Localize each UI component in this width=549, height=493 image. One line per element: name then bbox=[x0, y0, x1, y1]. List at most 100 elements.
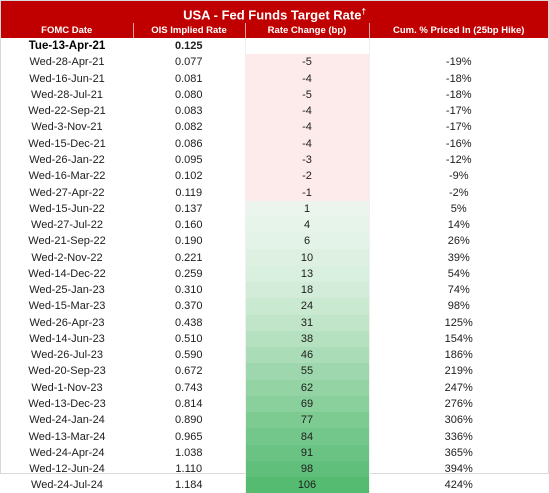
cum-priced-cell: -2% bbox=[448, 186, 469, 199]
rate-change-cell: -5 bbox=[244, 86, 370, 104]
rate-change-cell: 13 bbox=[244, 265, 370, 282]
cum-priced-cell: -18% bbox=[445, 72, 472, 85]
table-row: Wed-27-Apr-22 0.119 -1 -2% bbox=[1, 184, 548, 201]
rate-change-cell: -5 bbox=[244, 54, 370, 71]
table-row: Wed-16-Jun-21 0.081 -4 -18% bbox=[1, 70, 548, 87]
ois-rate-cell: 1.184 bbox=[174, 479, 203, 492]
table-row: Wed-2-Nov-22 0.221 10 39% bbox=[1, 249, 548, 266]
cum-priced-cell: 247% bbox=[444, 381, 473, 394]
ois-rate-cell: 0.438 bbox=[174, 316, 203, 329]
table-row: Wed-26-Jan-22 0.095 -3 -12% bbox=[1, 151, 548, 169]
rate-change-cell: -4 bbox=[244, 103, 370, 120]
fomc-date-cell: Wed-27-Apr-22 bbox=[29, 186, 105, 199]
table-row: Wed-24-Jul-24 1.184 106 424% bbox=[1, 477, 548, 493]
cum-priced-cell: -17% bbox=[445, 121, 472, 134]
rate-change-cell: -4 bbox=[244, 70, 370, 87]
ois-rate-cell: 0.890 bbox=[174, 414, 203, 427]
cum-priced-cell: 424% bbox=[444, 479, 473, 492]
fomc-date-cell: Wed-20-Sep-23 bbox=[28, 365, 106, 378]
table-row: Wed-21-Sep-22 0.190 6 26% bbox=[1, 233, 548, 250]
rate-change-cell: 91 bbox=[244, 444, 370, 461]
rate-change-cell: 31 bbox=[244, 314, 370, 331]
cum-priced-cell: 306% bbox=[444, 414, 473, 427]
rate-change-cell: 77 bbox=[244, 412, 370, 429]
rate-change-cell: -4 bbox=[244, 135, 370, 152]
ois-rate-cell: 0.137 bbox=[174, 202, 203, 215]
rate-change-cell: 24 bbox=[244, 298, 370, 315]
table-title-text: USA - Fed Funds Target Rate bbox=[183, 7, 362, 23]
fomc-date-cell: Wed-26-Apr-23 bbox=[29, 316, 105, 329]
ois-rate-cell: 0.095 bbox=[174, 153, 203, 166]
rate-change-cell: 69 bbox=[244, 395, 370, 413]
table-row: Wed-25-Jan-23 0.310 18 74% bbox=[1, 281, 548, 299]
cum-priced-cell: 14% bbox=[447, 219, 470, 232]
table-row: Wed-15-Dec-21 0.086 -4 -16% bbox=[1, 135, 548, 152]
fomc-date-cell: Wed-26-Jan-22 bbox=[29, 153, 105, 166]
table-row: Wed-15-Mar-23 0.370 24 98% bbox=[1, 298, 548, 315]
cum-priced-cell: 394% bbox=[444, 463, 473, 476]
table-row: Wed-27-Jul-22 0.160 4 14% bbox=[1, 216, 548, 234]
ois-rate-cell: 0.081 bbox=[174, 72, 203, 85]
header-ois-rate: OIS Implied Rate bbox=[133, 23, 246, 38]
rate-change-cell: 62 bbox=[244, 379, 370, 396]
cum-priced-cell: -9% bbox=[448, 170, 469, 183]
fomc-date-cell: Wed-12-Jun-24 bbox=[29, 463, 105, 476]
fomc-date-cell: Wed-27-Jul-22 bbox=[31, 219, 103, 232]
ois-rate-cell: 0.259 bbox=[174, 267, 203, 280]
table-title: USA - Fed Funds Target Rate† bbox=[1, 1, 548, 23]
ois-rate-cell: 0.672 bbox=[174, 365, 203, 378]
ois-rate-cell: 0.077 bbox=[174, 56, 203, 69]
rate-change-cell: -4 bbox=[244, 119, 370, 136]
cum-priced-cell: 54% bbox=[447, 267, 470, 280]
cum-priced-cell: 26% bbox=[447, 235, 470, 248]
fomc-date-cell: Tue-13-Apr-21 bbox=[28, 40, 106, 53]
rate-change-cell: 98 bbox=[244, 460, 370, 478]
table-row: Wed-24-Apr-24 1.038 91 365% bbox=[1, 444, 548, 461]
table-row: Wed-15-Jun-22 0.137 1 5% bbox=[1, 200, 548, 217]
header-row: FOMC Date OIS Implied Rate Rate Change (… bbox=[1, 23, 548, 38]
table-row: Tue-13-Apr-21 0.125 bbox=[1, 38, 548, 55]
table-row: Wed-3-Nov-21 0.082 -4 -17% bbox=[1, 119, 548, 136]
ois-rate-cell: 1.110 bbox=[175, 463, 203, 476]
fomc-date-cell: Wed-15-Mar-23 bbox=[28, 300, 106, 313]
table-row: Wed-13-Mar-24 0.965 84 336% bbox=[1, 428, 548, 445]
cum-priced-cell: 5% bbox=[450, 202, 467, 215]
ois-rate-cell: 0.125 bbox=[174, 40, 203, 53]
fomc-rate-table: FOMC Date OIS Implied Rate Rate Change (… bbox=[1, 23, 548, 493]
header-fomc-date: FOMC Date bbox=[1, 23, 134, 38]
ois-rate-cell: 0.743 bbox=[174, 381, 203, 394]
fomc-date-cell: Wed-28-Jul-21 bbox=[31, 88, 103, 101]
fomc-date-cell: Wed-22-Sep-21 bbox=[28, 105, 106, 118]
table-row: Wed-26-Apr-23 0.438 31 125% bbox=[1, 314, 548, 331]
header-rate-change: Rate Change (bp) bbox=[245, 23, 370, 38]
cum-priced-cell: 186% bbox=[444, 349, 473, 362]
fomc-date-cell: Wed-1-Nov-23 bbox=[31, 381, 103, 394]
ois-rate-cell: 0.965 bbox=[174, 430, 203, 443]
table-row: Wed-20-Sep-23 0.672 55 219% bbox=[1, 363, 548, 380]
table-row: Wed-26-Jul-23 0.590 46 186% bbox=[1, 347, 548, 364]
table-header: FOMC Date OIS Implied Rate Rate Change (… bbox=[1, 23, 548, 38]
ois-rate-cell: 0.590 bbox=[174, 349, 203, 362]
ois-rate-cell: 1.038 bbox=[174, 446, 203, 459]
ois-rate-cell: 0.119 bbox=[175, 186, 203, 199]
cum-priced-cell: 98% bbox=[447, 300, 470, 313]
ois-rate-cell: 0.190 bbox=[174, 235, 203, 248]
fomc-date-cell: Wed-2-Nov-22 bbox=[31, 251, 103, 264]
rate-change-cell: 38 bbox=[244, 330, 370, 348]
rate-change-cell: 46 bbox=[244, 347, 370, 364]
cum-priced-cell: 276% bbox=[444, 397, 473, 410]
cum-priced-cell bbox=[369, 38, 548, 54]
ois-rate-cell: 0.310 bbox=[174, 284, 203, 297]
table-row: Wed-1-Nov-23 0.743 62 247% bbox=[1, 379, 548, 396]
table-row: Wed-16-Mar-22 0.102 -2 -9% bbox=[1, 168, 548, 185]
table-row: Wed-14-Dec-22 0.259 13 54% bbox=[1, 265, 548, 282]
fomc-date-cell: Wed-24-Jan-24 bbox=[29, 414, 105, 427]
rate-change-cell: 6 bbox=[244, 233, 370, 250]
rate-change-cell: 84 bbox=[244, 428, 370, 445]
cum-priced-cell: 154% bbox=[444, 332, 473, 345]
table-row: Wed-24-Jan-24 0.890 77 306% bbox=[1, 412, 548, 429]
cum-priced-cell: 336% bbox=[444, 430, 473, 443]
cum-priced-cell: -12% bbox=[445, 153, 472, 166]
ois-rate-cell: 0.082 bbox=[174, 121, 203, 134]
cum-priced-cell: 125% bbox=[444, 316, 473, 329]
